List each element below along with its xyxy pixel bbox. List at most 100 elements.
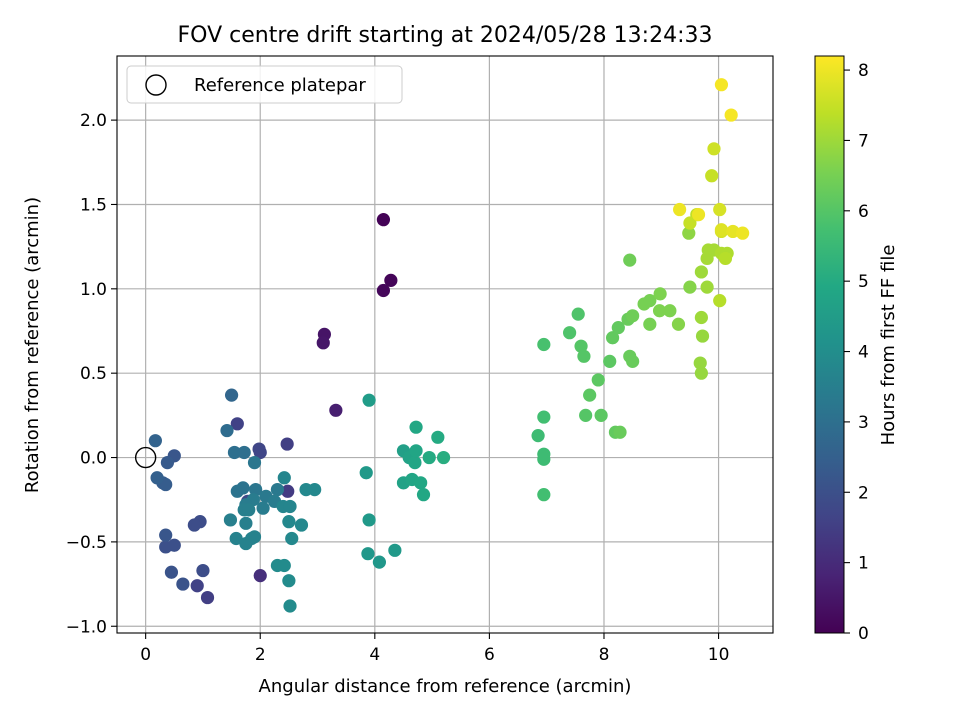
data-point: [329, 403, 343, 417]
data-point: [187, 518, 201, 532]
data-point: [281, 484, 295, 498]
data-point: [579, 408, 593, 422]
data-point: [537, 410, 551, 424]
data-point: [591, 373, 605, 387]
legend-marker-reference: [145, 74, 167, 96]
legend-label-reference: Reference platepar: [194, 75, 366, 96]
data-point: [242, 503, 256, 517]
colorbar-tick-label: 3: [858, 413, 869, 433]
data-point: [714, 78, 729, 92]
data-point: [285, 531, 299, 546]
data-point: [563, 326, 577, 340]
data-point: [384, 273, 398, 287]
data-point: [316, 336, 330, 350]
data-point: [714, 223, 729, 237]
legend: Reference platepar: [126, 65, 403, 104]
data-point: [422, 450, 436, 465]
x-tick-label: 2: [255, 645, 266, 665]
colorbar-tick-label: 7: [858, 131, 869, 151]
data-point: [256, 501, 270, 515]
colorbar-tick-label: 1: [858, 554, 869, 574]
data-point: [724, 108, 738, 122]
data-point: [436, 450, 451, 465]
y-tick-label: 2.0: [80, 111, 107, 131]
data-point: [577, 349, 591, 363]
data-point: [200, 590, 215, 605]
y-axis-label: Rotation from reference (arcmin): [22, 197, 43, 493]
colorbar-frame: [814, 55, 845, 634]
data-point: [270, 482, 285, 497]
data-point: [691, 207, 706, 222]
data-point: [283, 599, 297, 613]
legend-box: [126, 65, 403, 104]
data-point: [409, 444, 423, 458]
data-point: [190, 579, 204, 593]
colorbar-tick-label: 4: [858, 343, 869, 363]
x-axis-ticks: 0 2 4 6 8 10: [140, 633, 729, 665]
data-point: [594, 408, 608, 422]
data-point: [694, 366, 708, 380]
y-tick-label: 0.0: [80, 449, 107, 469]
data-point: [537, 452, 551, 466]
data-point: [611, 321, 625, 335]
data-point: [431, 430, 445, 444]
data-point: [227, 445, 242, 460]
data-point: [229, 531, 243, 546]
data-point: [605, 331, 620, 345]
data-point: [223, 513, 238, 527]
data-point: [695, 329, 710, 343]
data-point: [643, 317, 657, 331]
data-point: [148, 434, 162, 448]
plot-frame: [116, 55, 774, 634]
data-point: [414, 476, 428, 490]
data-point: [247, 455, 262, 470]
data-point: [282, 515, 296, 529]
data-point: [707, 142, 721, 156]
data-point: [361, 547, 375, 561]
y-tick-label: 1.0: [80, 280, 107, 300]
data-point: [249, 482, 263, 497]
data-point: [160, 455, 175, 470]
data-point: [736, 226, 750, 240]
data-point: [159, 528, 173, 542]
data-point: [282, 574, 296, 588]
data-point: [376, 283, 391, 298]
colorbar-gradient: [815, 56, 844, 633]
data-point: [283, 499, 297, 514]
data-point: [583, 388, 597, 402]
colorbar-ticks: 0 1 2 3 4 5 6 7 8: [844, 61, 869, 644]
data-point: [537, 488, 551, 502]
data-point: [653, 287, 667, 301]
data-point: [409, 420, 423, 434]
data-point: [164, 565, 179, 579]
data-point: [196, 563, 210, 578]
y-tick-label: −0.5: [66, 533, 107, 553]
colorbar-tick-label: 5: [858, 272, 869, 292]
data-point: [220, 423, 234, 438]
data-point: [726, 224, 740, 239]
y-axis-ticks: −1.0 −0.5 0.0 0.5 1.0 1.5 2.0: [66, 111, 117, 637]
y-tick-label: 0.5: [80, 364, 107, 384]
data-point: [603, 354, 617, 368]
y-tick-label: 1.5: [80, 195, 107, 215]
data-point: [253, 569, 267, 583]
data-point: [159, 540, 173, 554]
data-point: [245, 531, 259, 546]
data-point: [683, 280, 697, 294]
data-point: [224, 388, 239, 402]
x-tick-label: 0: [140, 645, 151, 665]
data-point: [408, 455, 422, 470]
data-points: [148, 78, 750, 613]
data-point: [671, 317, 686, 331]
x-tick-label: 6: [484, 645, 495, 665]
reference-marker: [134, 446, 157, 469]
data-point: [663, 304, 677, 318]
data-point: [682, 226, 696, 240]
data-point: [416, 488, 431, 502]
data-point: [388, 543, 402, 557]
colorbar-tick-label: 8: [858, 61, 869, 81]
data-point: [626, 354, 640, 368]
data-point: [308, 482, 322, 497]
data-point: [613, 425, 627, 439]
